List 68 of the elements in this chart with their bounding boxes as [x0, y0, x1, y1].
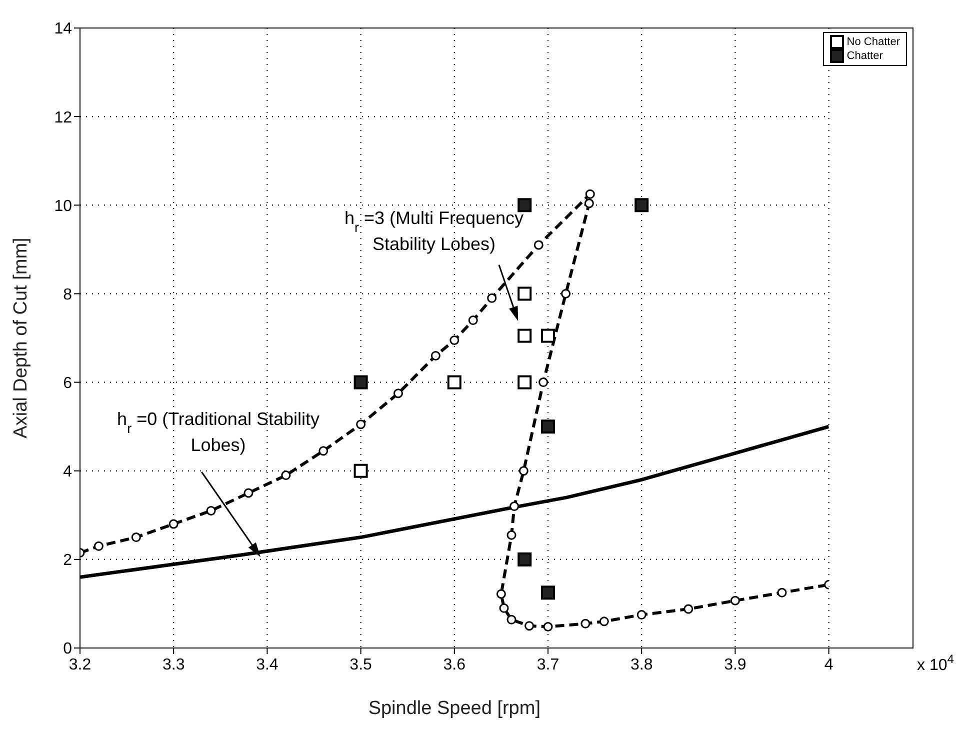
x-axis-title: Spindle Speed [rpm]: [368, 698, 540, 719]
point: [131, 532, 141, 542]
point: [447, 375, 462, 390]
point: [430, 350, 440, 360]
point: [534, 240, 544, 250]
point: [634, 198, 649, 212]
x-tick-label: 3.2: [68, 656, 92, 674]
point: [684, 604, 694, 614]
point: [524, 621, 534, 631]
y-tick-label: 4: [63, 464, 72, 481]
point: [518, 552, 532, 566]
point: [168, 519, 178, 529]
y-tick-label: 12: [54, 109, 72, 126]
point: [518, 198, 532, 212]
point: [561, 288, 571, 298]
point: [499, 603, 509, 613]
x-tick-label: 4: [824, 656, 834, 674]
y-tick-label: 2: [63, 552, 72, 570]
point: [393, 388, 403, 398]
point: [580, 618, 590, 628]
point: [543, 622, 553, 632]
y-tick-label: 14: [54, 20, 72, 38]
point: [318, 446, 328, 456]
y-tick-label: 0: [63, 640, 72, 658]
x-tick-label: 3.4: [256, 656, 278, 674]
point: [584, 198, 594, 208]
x-tick-label: 3.8: [630, 656, 653, 674]
point: [354, 375, 368, 390]
point: [541, 420, 555, 434]
point: [487, 293, 497, 303]
point: [94, 541, 104, 551]
point: [599, 616, 609, 626]
y-axis-title: Axial Depth of Cut [mm]: [10, 238, 32, 438]
point: [541, 328, 555, 343]
y-tick-label: 10: [54, 198, 72, 215]
point: [496, 589, 506, 599]
legend-label: Chatter: [846, 49, 884, 63]
point: [506, 530, 516, 540]
y-tick-label: 6: [63, 374, 72, 392]
point: [450, 335, 460, 345]
point: [585, 189, 595, 199]
point: [506, 614, 516, 624]
point: [518, 375, 532, 390]
point: [730, 596, 740, 606]
text: x 10$^{4}$: [917, 652, 954, 674]
point: [541, 586, 555, 600]
legend-label: No Chatter: [846, 35, 900, 49]
point: [354, 464, 368, 478]
x-tick-label: 3.7: [536, 656, 560, 674]
point: [636, 610, 646, 620]
point: [281, 470, 291, 480]
x-tick-label: 3.3: [162, 656, 185, 674]
point: [206, 506, 216, 516]
x-tick-label: 3.6: [443, 656, 466, 674]
x-tick-label: 3.9: [724, 656, 746, 674]
point: [538, 378, 548, 388]
annotation: h$_{r}$ =0 (Traditional Stability Lobes): [117, 408, 320, 455]
y-tick-label: 8: [63, 286, 72, 304]
point: [777, 588, 787, 598]
x-tick-label: 3.5: [350, 656, 372, 674]
point: [468, 316, 478, 326]
point: [510, 502, 520, 512]
point: [518, 466, 528, 476]
point: [518, 328, 532, 343]
point: [244, 488, 254, 498]
point: [356, 420, 366, 430]
annotation: h$_{r}$ =3 (Multi Frequency Stability Lobes): [344, 208, 524, 254]
point: [518, 286, 532, 301]
